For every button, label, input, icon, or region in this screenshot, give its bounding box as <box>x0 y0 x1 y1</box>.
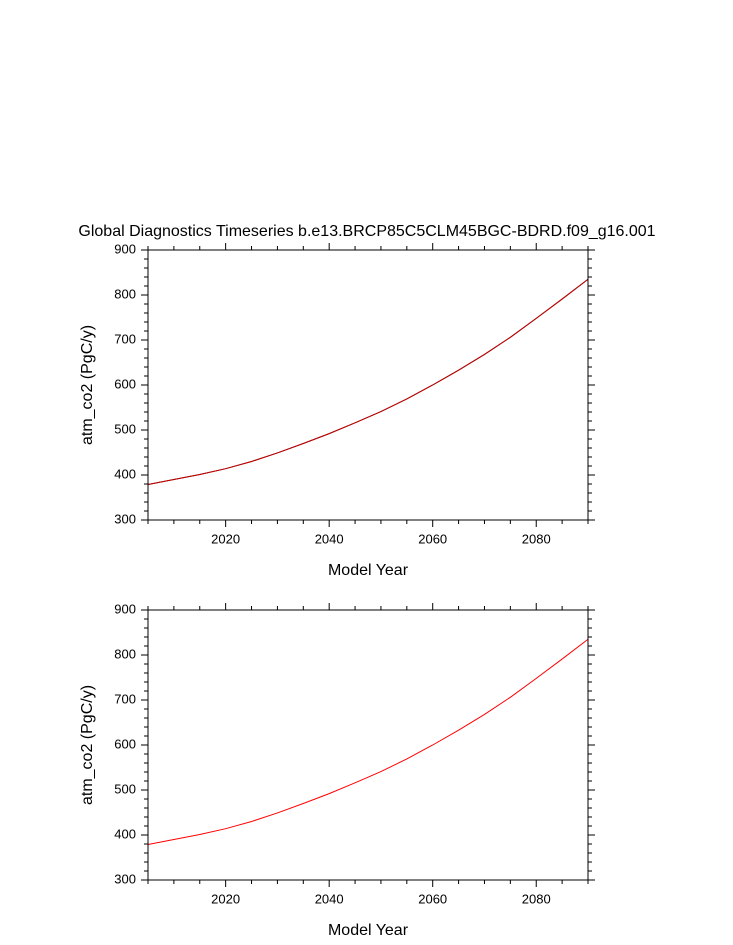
plot-frame <box>147 609 589 881</box>
y-axis-label: atm_co2 (PgC/y) <box>79 685 96 805</box>
x-tick-label: 2080 <box>522 531 551 546</box>
y-tick-label: 500 <box>114 781 136 796</box>
y-tick-label: 400 <box>114 826 136 841</box>
chart-title: Global Diagnostics Timeseries b.e13.BRCP… <box>78 223 655 240</box>
y-tick-label: 400 <box>114 466 136 481</box>
plot-frame <box>147 249 589 521</box>
y-tick-label: 600 <box>114 736 136 751</box>
x-tick-label: 2080 <box>522 891 551 906</box>
y-tick-label: 800 <box>114 286 136 301</box>
y-tick-label: 800 <box>114 646 136 661</box>
x-axis-label: Model Year <box>328 922 409 939</box>
x-tick-label: 2040 <box>315 891 344 906</box>
y-tick-label: 900 <box>114 601 136 616</box>
x-tick-label: 2020 <box>211 531 240 546</box>
y-tick-label: 600 <box>114 376 136 391</box>
x-tick-label: 2020 <box>211 891 240 906</box>
y-tick-label: 900 <box>114 241 136 256</box>
x-tick-label: 2060 <box>418 531 447 546</box>
y-tick-label: 300 <box>114 871 136 886</box>
y-tick-label: 700 <box>114 691 136 706</box>
x-tick-label: 2040 <box>315 531 344 546</box>
data-line <box>147 278 589 485</box>
y-axis-label: atm_co2 (PgC/y) <box>79 325 96 445</box>
y-tick-label: 300 <box>114 511 136 526</box>
x-axis-label: Model Year <box>328 562 409 579</box>
data-line <box>147 638 589 845</box>
y-tick-label: 500 <box>114 421 136 436</box>
x-tick-label: 2060 <box>418 891 447 906</box>
data-line <box>147 278 589 485</box>
y-tick-label: 700 <box>114 331 136 346</box>
